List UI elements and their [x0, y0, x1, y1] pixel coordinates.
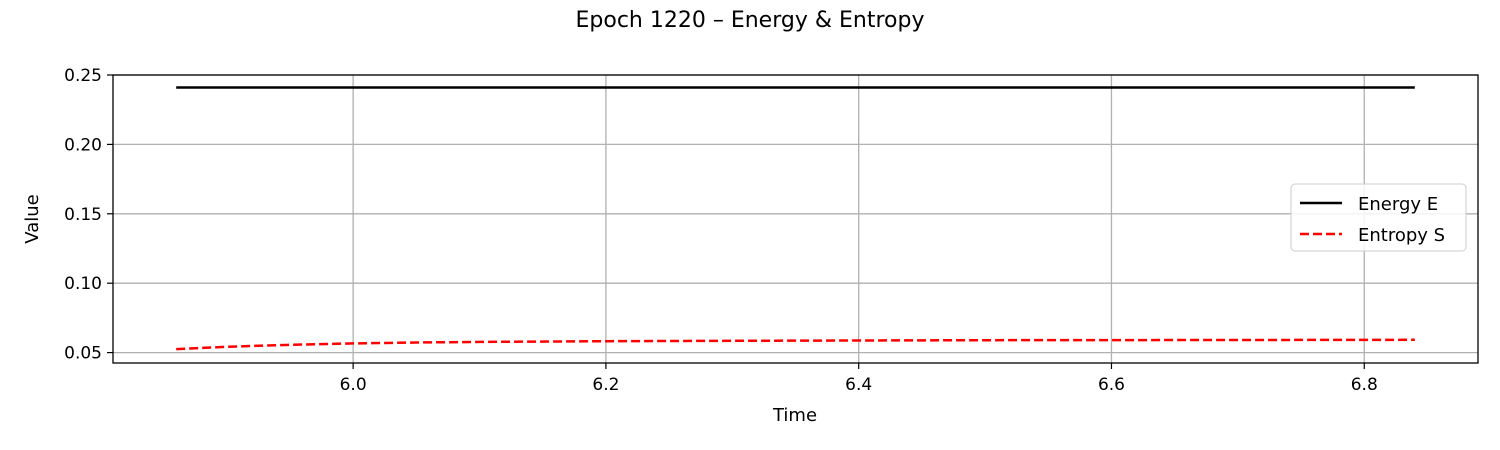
y-tick-label: 0.05 [64, 344, 102, 364]
x-tick-label: 6.8 [1351, 375, 1378, 395]
chart-title: Epoch 1220 – Energy & Entropy [576, 8, 925, 33]
x-tick-label: 6.4 [845, 375, 872, 395]
x-tick-label: 6.2 [592, 375, 619, 395]
y-tick-label: 0.15 [64, 205, 102, 225]
x-axis-ticks: 6.0 6.2 6.4 6.6 6.8 [340, 363, 1378, 395]
plot-area-frame [112, 74, 1479, 364]
legend-label-energy: Energy E [1358, 194, 1438, 215]
y-tick-label: 0.25 [64, 66, 102, 86]
y-axis-ticks: 0.05 0.10 0.15 0.20 0.25 [64, 66, 113, 364]
y-tick-label: 0.10 [64, 274, 102, 294]
grid-lines [113, 74, 1478, 363]
legend: Energy E Entropy S [1290, 183, 1467, 252]
y-tick-label: 0.20 [64, 135, 102, 155]
series-line-entropy [176, 338, 1415, 351]
x-tick-label: 6.0 [340, 375, 367, 395]
series-lines [176, 86, 1415, 351]
x-tick-label: 6.6 [1098, 375, 1125, 395]
legend-label-entropy: Entropy S [1358, 225, 1445, 246]
x-axis-label: Time [772, 405, 817, 426]
y-axis-label: Value [22, 194, 43, 243]
